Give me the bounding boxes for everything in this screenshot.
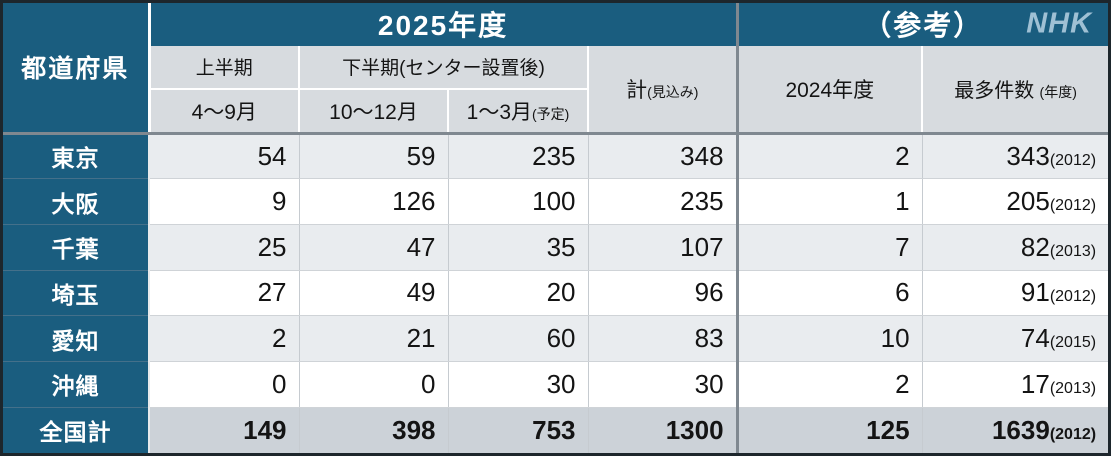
prefecture-column-header: 都道府県 [3, 3, 151, 135]
fy2024-cell: 10 [737, 315, 923, 363]
oct-dec-cell: 47 [299, 224, 449, 271]
prefecture-cell: 全国計 [3, 407, 150, 453]
max-cases-cell: 17(2013) [922, 361, 1109, 408]
jan-mar-cell: 20 [448, 270, 589, 317]
total-cell: 30 [588, 361, 739, 408]
max-cases-year: (2012) [1049, 288, 1097, 306]
apr-sep-cell: 2 [149, 315, 300, 363]
apr-sep-cell: 0 [149, 361, 300, 408]
oct-dec-cell: 49 [299, 270, 449, 317]
jan-mar-cell: 60 [448, 315, 589, 363]
oct-dec-cell: 126 [299, 178, 449, 225]
max-cases-year: (2013) [1049, 242, 1097, 260]
jan-mar-cell: 35 [448, 224, 589, 271]
max-cases-year: (2013) [1049, 379, 1097, 397]
max-column-header: 最多件数 (年度) [922, 45, 1109, 135]
jan-mar-cell: 100 [448, 178, 589, 225]
max-cases-cell: 343(2012) [922, 133, 1109, 180]
total-column-header-label: 計 [626, 78, 648, 102]
apr-sep-cell: 9 [149, 178, 300, 225]
data-row: 東京 54 59 235 348 2 343(2012) [3, 133, 1109, 180]
fy2024-cell: 6 [737, 270, 923, 317]
prefecture-statistics-table: 都道府県 2025年度 （参考） NHK 上半期 下半期(センター設置後) 計(… [3, 3, 1109, 453]
prefecture-cell: 大阪 [3, 178, 150, 225]
nhk-logo: NHK [1026, 7, 1093, 40]
max-cases-year: (2015) [1049, 334, 1097, 352]
max-column-header-note: (年度) [1039, 84, 1077, 101]
fy2025-band: 2025年度 [149, 3, 739, 46]
total-cell: 107 [588, 224, 739, 271]
header-subrow-1: 上半期 下半期(センター設置後) 計(見込み) 2024年度 最多件数 (年度) [3, 45, 1109, 135]
oct-dec-cell: 21 [299, 315, 449, 363]
reference-band-label: （参考） [863, 10, 984, 42]
prefecture-cell: 東京 [3, 133, 150, 180]
max-cases-cell: 74(2015) [922, 315, 1109, 363]
total-column-header-note: (見込み) [647, 83, 699, 100]
max-cases-year: (2012) [1049, 197, 1097, 215]
max-cases-year: (2012) [1049, 151, 1097, 169]
table-header: 都道府県 2025年度 （参考） NHK 上半期 下半期(センター設置後) 計(… [3, 3, 1109, 135]
jan-mar-column-header-label: 1～3月 [466, 100, 533, 124]
prefecture-cell: 千葉 [3, 224, 150, 271]
prefecture-cell: 埼玉 [3, 270, 150, 317]
oct-dec-cell: 59 [299, 133, 449, 180]
second-half-header: 下半期(センター設置後) [299, 45, 589, 91]
prefecture-cell: 沖縄 [3, 361, 150, 408]
total-cell: 348 [588, 133, 739, 180]
apr-sep-cell: 149 [149, 407, 300, 453]
max-cases-value: 1639 [991, 414, 1050, 445]
max-cases-value: 74 [1020, 323, 1050, 354]
apr-sep-cell: 27 [149, 270, 300, 317]
table-body: 東京 54 59 235 348 2 343(2012) 大阪 9 126 100 235 1 205(2… [3, 133, 1109, 453]
max-cases-cell: 1639(2012) [922, 407, 1109, 453]
fy2024-cell: 2 [737, 133, 923, 180]
oct-dec-column-header: 10～12月 [299, 89, 449, 135]
prefecture-cell: 愛知 [3, 315, 150, 363]
apr-sep-column-header: 4～9月 [149, 89, 300, 135]
max-cases-year: (2012) [1049, 425, 1097, 443]
max-cases-cell: 91(2012) [922, 270, 1109, 317]
data-row: 千葉 25 47 35 107 7 82(2013) [3, 224, 1109, 271]
total-cell: 235 [588, 178, 739, 225]
fy2024-cell: 1 [737, 178, 923, 225]
header-band-row: 都道府県 2025年度 （参考） NHK [3, 3, 1109, 135]
jan-mar-cell: 753 [448, 407, 589, 453]
total-column-header: 計(見込み) [588, 45, 739, 135]
max-cases-cell: 82(2013) [922, 224, 1109, 271]
data-row: 沖縄 0 0 30 30 2 17(2013) [3, 361, 1109, 408]
total-cell: 96 [588, 270, 739, 317]
fy2024-column-header: 2024年度 [737, 45, 924, 135]
jan-mar-cell: 30 [448, 361, 589, 408]
jan-mar-column-header: 1～3月(予定) [448, 89, 589, 135]
oct-dec-cell: 0 [299, 361, 449, 408]
header-subrow-2: 4～9月 10～12月 1～3月(予定) [3, 89, 1108, 135]
oct-dec-cell: 398 [299, 407, 449, 453]
apr-sep-cell: 25 [149, 224, 300, 271]
max-cases-value: 343 [1006, 140, 1050, 171]
total-row: 全国計 149 398 753 1300 125 1639(2012) [3, 407, 1109, 453]
fy2024-cell: 2 [737, 361, 923, 408]
max-cases-value: 82 [1020, 231, 1050, 262]
reference-band: （参考） NHK [737, 3, 1109, 46]
fy2024-cell: 125 [737, 407, 923, 453]
first-half-header: 上半期 [149, 45, 300, 91]
jan-mar-cell: 235 [448, 133, 589, 180]
max-cases-cell: 205(2012) [922, 178, 1109, 225]
fy2024-cell: 7 [737, 224, 923, 271]
jan-mar-column-header-note: (予定) [532, 105, 570, 122]
total-cell: 1300 [588, 407, 739, 453]
data-row: 愛知 2 21 60 83 10 74(2015) [3, 315, 1109, 363]
max-cases-value: 91 [1020, 277, 1050, 308]
max-column-header-label: 最多件数 [954, 80, 1035, 103]
max-cases-value: 205 [1006, 186, 1050, 217]
max-cases-value: 17 [1020, 368, 1050, 399]
data-row: 埼玉 27 49 20 96 6 91(2012) [3, 270, 1109, 317]
apr-sep-cell: 54 [149, 133, 300, 180]
data-row: 大阪 9 126 100 235 1 205(2012) [3, 178, 1109, 225]
total-cell: 83 [588, 315, 739, 363]
